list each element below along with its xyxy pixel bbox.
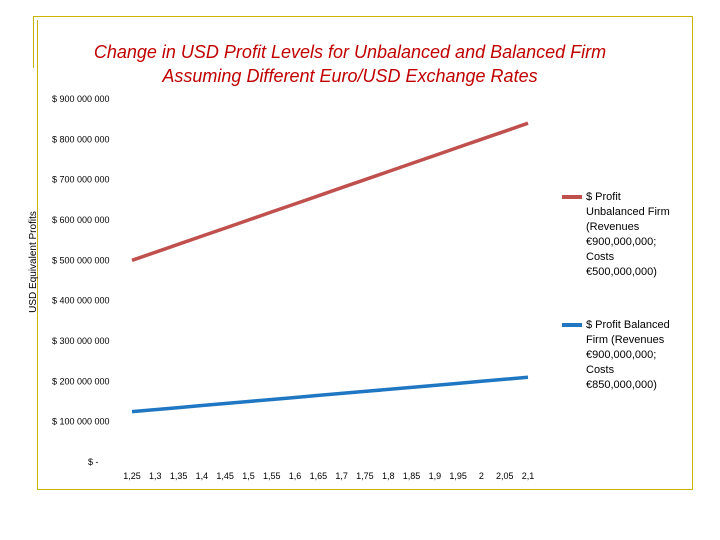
series-lines [131,121,529,414]
y-tick-label: $ 100 000 000 [52,417,110,427]
y-tick-label: $ - [88,457,99,467]
y-tick-label: $ 900 000 000 [52,94,110,104]
legend-entry-line: Costs [586,251,615,263]
x-tick-label: 1,7 [335,471,348,481]
x-tick-label: 1,95 [449,471,467,481]
x-tick-label: 1,45 [216,471,234,481]
x-tick-label: 1,5 [242,471,255,481]
x-tick-label: 1,55 [263,471,281,481]
y-tick-label: $ 200 000 000 [52,376,110,386]
frame-top-border [33,16,693,17]
legend-entry-line: $ Profit Balanced [586,319,670,331]
legend-entry-line: €900,000,000; [586,236,657,248]
x-tick-label: 1,8 [382,471,395,481]
y-tick-label: $ 500 000 000 [52,255,110,265]
legend-entry-line: €500,000,000) [586,266,657,278]
legend-entry-line: €850,000,000) [586,379,657,391]
x-tick-label: 2 [479,471,484,481]
frame-bottom-border [37,489,693,490]
x-tick-label: 1,9 [429,471,442,481]
x-tick-label: 2,05 [496,471,514,481]
y-tick-label: $ 400 000 000 [52,296,110,306]
x-tick-label: 1,35 [170,471,188,481]
y-tick-label: $ 300 000 000 [52,336,110,346]
x-tick-label: 1,85 [403,471,421,481]
legend-entry: $ Profit Unbalanced Firm (Revenues €900,000… [586,190,686,280]
legend-entry-line: €900,000,000; [586,349,657,361]
frame-inner-right-border [692,68,693,490]
y-axis-ticks: $ 900 000 000 $ 800 000 000 $ 700 000 000 $… [52,94,110,467]
chart-title: Change in USD Profit Levels for Unbalanc… [40,40,660,88]
series-line-balanced [131,375,529,414]
frame-right-border [692,16,693,68]
x-tick-label: 1,6 [289,471,302,481]
x-tick-label: 2,1 [522,471,535,481]
frame-left-border [33,16,34,68]
frame-inner-left-border [37,20,38,490]
series-line-unbalanced [131,121,529,262]
legend-entry-line: $ Profit [586,191,621,203]
y-tick-label: $ 700 000 000 [52,175,110,185]
legend-swatch [562,323,582,327]
legend-swatch [562,195,582,199]
legend-entry: $ Profit Balanced Firm (Revenues €900,000,… [586,318,686,393]
chart-title-line-2: Assuming Different Euro/USD Exchange Rat… [162,66,538,86]
x-tick-label: 1,25 [123,471,141,481]
x-tick-label: 1,75 [356,471,374,481]
y-tick-label: $ 600 000 000 [52,215,110,225]
x-tick-label: 1,65 [310,471,328,481]
x-tick-label: 1,3 [149,471,162,481]
legend-entry-line: Costs [586,364,615,376]
x-axis-ticks: 1,25 1,3 1,35 1,4 1,45 1,5 1,55 1,6 1,65 1,7 1,75 1… [123,471,534,481]
legend-entry-line: Unbalanced Firm [586,206,670,218]
chart-title-line-1: Change in USD Profit Levels for Unbalanc… [93,42,607,62]
y-axis-label: USD Equivalent Profits [28,211,39,313]
y-tick-label: $ 800 000 000 [52,134,110,144]
x-tick-label: 1,4 [196,471,209,481]
legend-entry-line: (Revenues [586,221,640,233]
legend-entry-line: Firm (Revenues [586,334,665,346]
